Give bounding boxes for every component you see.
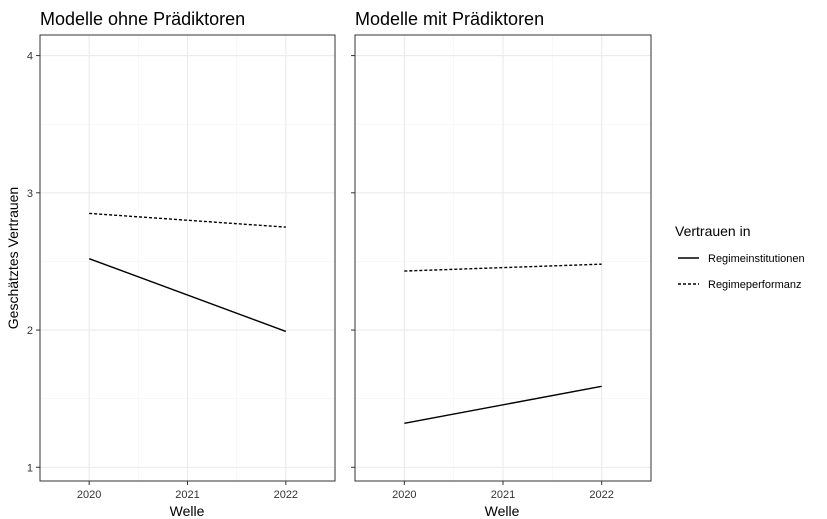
series-line-regimeperformanz [89,212,286,228]
x-tick-label: 2022 [589,489,613,501]
y-tick-label: 2 [27,325,33,337]
x-tick-label: 2020 [77,489,101,501]
x-tick-label: 2020 [392,489,416,501]
x-axis-title-left: Welle [170,503,205,519]
x-axis-title-right: Welle [485,503,520,519]
legend: Vertrauen in Regimeinstitutionen Regimep… [675,223,805,291]
series-line-regimeperformanz [404,263,602,272]
series-line-regimeinstitutionen [404,385,602,425]
x-tick-label: 2021 [175,489,199,501]
y-tick-label: 4 [27,51,33,63]
legend-title: Vertrauen in [675,223,751,239]
panel-title-left: Modelle ohne Prädiktoren [40,9,245,29]
panel-left: 2020 2021 2022 1 2 3 4 [27,34,336,501]
y-axis-title: Geschätztes Vertrauen [5,187,21,329]
panel-title-right: Modelle mit Prädiktoren [355,9,544,29]
x-tick-label: 2022 [274,489,298,501]
x-tick-label: 2021 [491,489,515,501]
legend-label-regimeperformanz: Regimeperformanz [708,279,802,291]
y-tick-label: 1 [27,462,33,474]
y-tick-label: 3 [27,188,33,200]
series-line-regimeinstitutionen [88,258,287,333]
panel-right: 2020 2021 2022 [351,34,652,501]
legend-label-regimeinstitutionen: Regimeinstitutionen [708,253,805,265]
